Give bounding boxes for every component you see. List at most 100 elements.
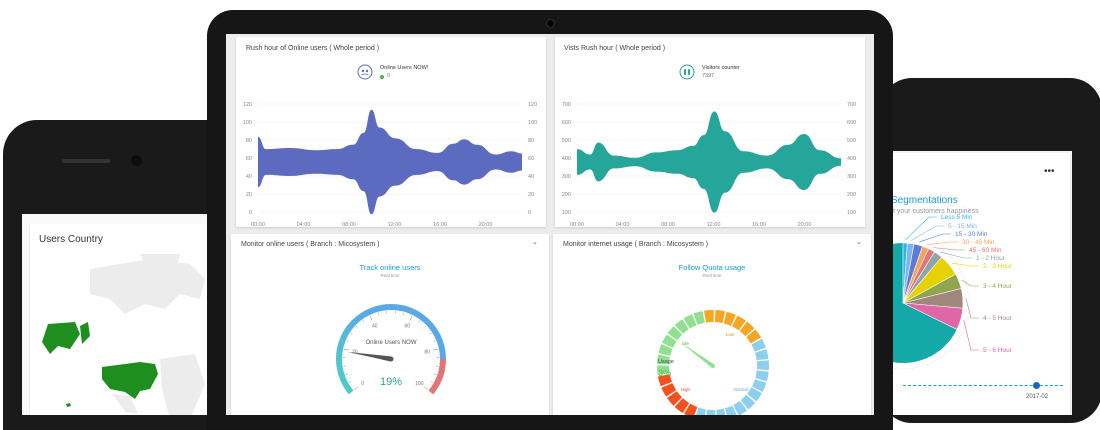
phone-screen: Users Country xyxy=(22,214,232,415)
y-tick-left: 400 xyxy=(562,156,571,162)
pie-label: 3 - 4 Hour xyxy=(983,283,1013,290)
map-usa xyxy=(102,362,158,399)
x-tick: 08:00 xyxy=(342,222,356,228)
gauge-scale-label: 40 xyxy=(372,324,378,330)
pie-label: 15 - 30 Min xyxy=(955,231,988,238)
x-tick: 04:00 xyxy=(297,222,311,228)
laptop-screen: Rush hour of Online users ( Whole period… xyxy=(226,34,874,415)
y-tick-right: 100 xyxy=(528,120,537,126)
y-tick-left: 40 xyxy=(246,174,252,180)
monitor-internet-collapse-icon[interactable]: ⌄ xyxy=(856,238,862,246)
monitor-online-collapse-icon[interactable]: ⌄ xyxy=(532,238,538,246)
y-tick-right: 20 xyxy=(528,192,534,198)
world-map xyxy=(30,254,230,415)
y-tick-left: 600 xyxy=(562,120,571,126)
y-tick-right: 200 xyxy=(847,192,856,198)
gauge-tick xyxy=(433,349,438,350)
x-tick: 00:00 xyxy=(251,222,265,228)
x-tick: 16:00 xyxy=(752,222,766,228)
pie-leader-line xyxy=(952,263,979,266)
usage-band-label: Low xyxy=(726,332,735,337)
rush-online-title: Rush hour of Online users ( Whole period… xyxy=(246,45,379,52)
timeline-label: 2017-02 xyxy=(1026,394,1048,400)
y-tick-left: 300 xyxy=(562,174,571,180)
gauge-tick xyxy=(356,326,357,327)
y-tick-right: 100 xyxy=(847,210,856,216)
y-tick-left: 80 xyxy=(246,138,252,144)
laptop-camera xyxy=(546,19,555,28)
users-country-card: Users Country xyxy=(30,224,232,415)
pie-leader-line xyxy=(940,252,972,258)
pie-label: 5 - 15 Min xyxy=(948,223,977,230)
monitor-online-card: Monitor online users ( Branch : Micosyst… xyxy=(231,234,549,415)
usage-band-segment-normal xyxy=(757,360,769,370)
tablet-screen: ••• Segmentations t your customers happi… xyxy=(888,151,1072,415)
gauge-scale-label: 60 xyxy=(404,324,410,330)
usage-band-label: High xyxy=(681,387,691,392)
phone-speaker xyxy=(62,159,110,163)
y-tick-right: 500 xyxy=(847,138,856,144)
gauge-label: Online Users NOW xyxy=(365,340,416,346)
gauge-tick xyxy=(431,382,433,383)
y-tick-left: 100 xyxy=(243,120,252,126)
track-online-title: Track online users xyxy=(256,263,524,272)
gauge-scale-label: 100 xyxy=(415,381,424,387)
y-tick-right: 700 xyxy=(847,102,856,108)
y-tick-right: 60 xyxy=(528,156,534,162)
online-users-counter-value: 0 xyxy=(387,73,390,79)
visitors-counter-label: Visitors counter xyxy=(702,65,740,71)
map-alaska xyxy=(42,322,80,354)
pie-label: 30 - 45 Min xyxy=(962,239,995,246)
pie-label: 45 - 60 Min xyxy=(969,247,1002,254)
gauge-scale-label: 80 xyxy=(424,349,430,355)
y-tick-left: 0 xyxy=(249,210,252,216)
phone-camera xyxy=(131,155,142,166)
gauge-needle xyxy=(348,352,392,362)
pie-leader-line xyxy=(962,280,979,286)
y-tick-left: 500 xyxy=(562,138,571,144)
gauge-tick xyxy=(434,374,436,375)
gauge-tick xyxy=(425,326,426,327)
y-tick-left: 100 xyxy=(562,210,571,216)
y-tick-right: 40 xyxy=(528,174,534,180)
gauge-tick xyxy=(370,316,372,320)
y-tick-left: 20 xyxy=(246,192,252,198)
pie-leader-line xyxy=(964,320,979,350)
gauge-tick xyxy=(430,333,432,334)
y-tick-right: 300 xyxy=(847,174,856,180)
rush-online-card: Rush hour of Online users ( Whole period… xyxy=(236,37,546,227)
usage-value: 3% xyxy=(658,368,671,378)
online-users-counter-label: Online Users NOW! xyxy=(380,65,428,71)
y-tick-right: 600 xyxy=(847,120,856,126)
gauge-band-high xyxy=(431,359,443,392)
pie-leader-line xyxy=(919,234,951,242)
timeline-handle[interactable] xyxy=(1033,382,1040,389)
usage-band-segment-normal xyxy=(706,410,716,415)
gauge-tick xyxy=(346,374,348,375)
visitors-counter-value: 7397 xyxy=(702,73,714,79)
gauge-tick xyxy=(418,320,419,322)
y-tick-left: 120 xyxy=(243,102,252,108)
y-tick-right: 80 xyxy=(528,138,534,144)
x-tick: 12:00 xyxy=(388,222,402,228)
gauge-tick xyxy=(363,320,364,322)
stream-area xyxy=(577,111,841,212)
y-tick-left: 700 xyxy=(562,102,571,108)
y-tick-right: 0 xyxy=(528,210,531,216)
monitor-online-title: Monitor online users ( Branch : Micosyst… xyxy=(241,241,380,248)
gauge-scale-label: 0 xyxy=(361,381,364,387)
gauge-tick xyxy=(378,313,379,315)
usage-band-label: Normal xyxy=(733,387,748,392)
pie-label: 4 - 5 Hour xyxy=(983,315,1013,322)
gauge-tick xyxy=(349,382,351,383)
x-tick: 16:00 xyxy=(433,222,447,228)
gauge-tick xyxy=(347,341,349,342)
online-status-dot xyxy=(380,75,384,79)
quota-subtitle: Real time xyxy=(573,273,851,278)
pie-leader-line xyxy=(911,226,944,241)
gauge-tick xyxy=(351,333,353,334)
gauge-tick xyxy=(434,341,436,342)
monitor-internet-card: Monitor internet usage ( Branch : Micosy… xyxy=(553,234,871,415)
